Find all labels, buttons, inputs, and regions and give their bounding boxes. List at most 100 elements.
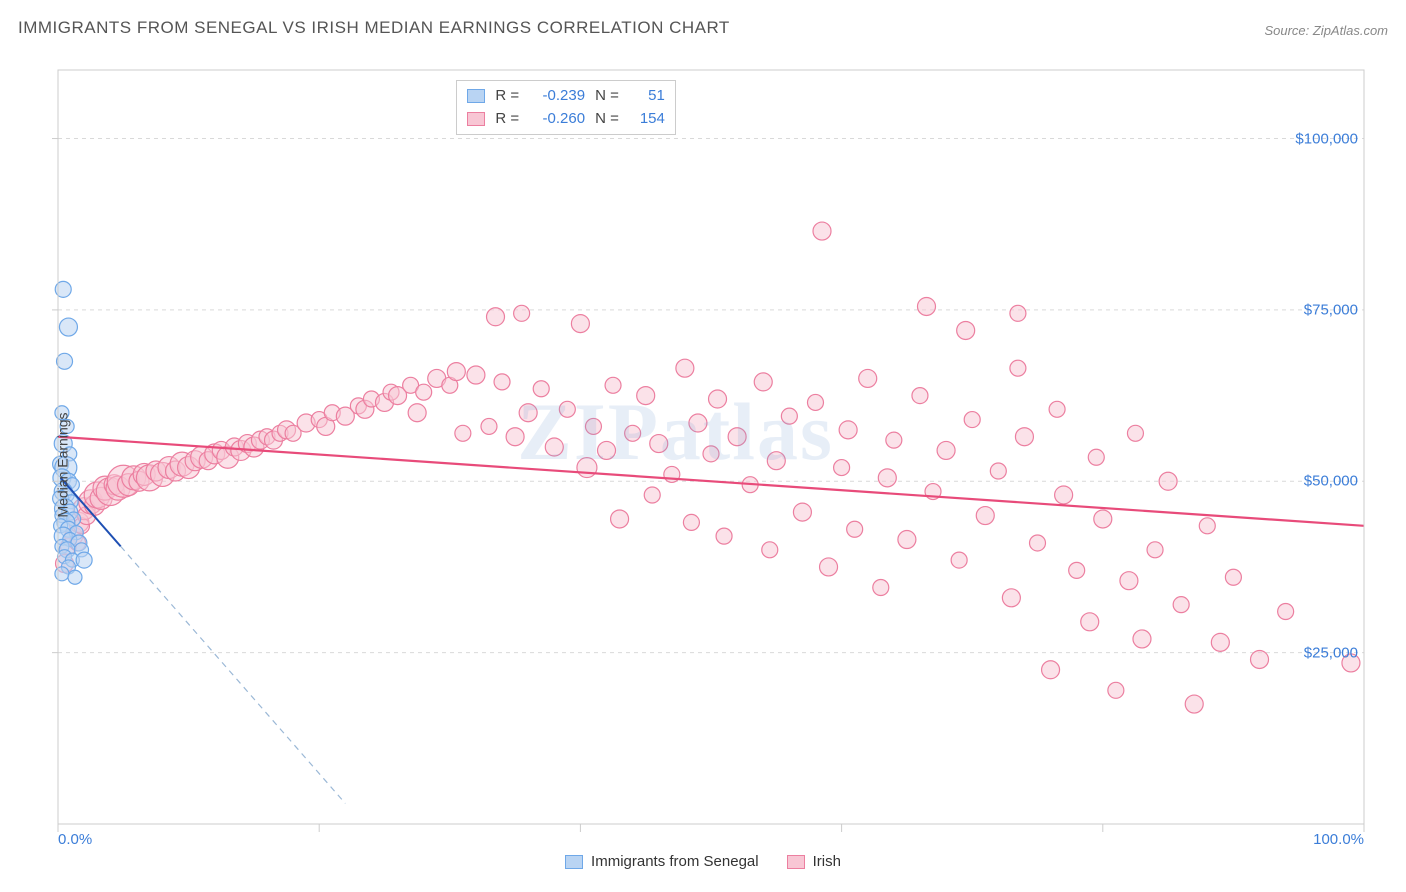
data-point xyxy=(577,458,597,478)
stats-swatch xyxy=(467,112,485,126)
y-axis-tick-label: $75,000 xyxy=(1304,301,1358,318)
data-point xyxy=(1010,360,1026,376)
data-point xyxy=(1015,428,1033,446)
data-point xyxy=(937,441,955,459)
data-point xyxy=(990,463,1006,479)
data-point xyxy=(1251,650,1269,668)
x-axis-tick-label: 100.0% xyxy=(1313,831,1364,848)
data-point xyxy=(728,428,746,446)
y-axis-tick-label: $100,000 xyxy=(1295,130,1358,147)
data-point xyxy=(481,418,497,434)
data-point xyxy=(957,321,975,339)
data-point xyxy=(1159,472,1177,490)
data-point xyxy=(917,297,935,315)
data-point xyxy=(1010,305,1026,321)
data-point xyxy=(1088,449,1104,465)
data-point xyxy=(767,452,785,470)
data-point xyxy=(689,414,707,432)
data-point xyxy=(637,387,655,405)
data-point xyxy=(709,390,727,408)
data-point xyxy=(1173,597,1189,613)
data-point xyxy=(611,510,629,528)
y-axis-tick-label: $25,000 xyxy=(1304,644,1358,661)
data-point xyxy=(676,359,694,377)
data-point xyxy=(1211,633,1229,651)
legend-bottom: Immigrants from Senegal Irish xyxy=(18,853,1388,870)
legend-label: Irish xyxy=(813,853,841,870)
data-point xyxy=(1049,401,1065,417)
data-point xyxy=(598,441,616,459)
data-point xyxy=(487,308,505,326)
data-point xyxy=(703,446,719,462)
data-point xyxy=(506,428,524,446)
data-point xyxy=(545,438,563,456)
data-point xyxy=(533,381,549,397)
stats-row: R =-0.239N =51 xyxy=(467,85,665,108)
data-point xyxy=(519,404,537,422)
y-axis-tick-label: $50,000 xyxy=(1304,473,1358,490)
data-point xyxy=(571,315,589,333)
data-point xyxy=(820,558,838,576)
data-point xyxy=(1030,535,1046,551)
stats-n-value: 154 xyxy=(629,108,665,131)
data-point xyxy=(644,487,660,503)
data-point xyxy=(683,514,699,530)
chart-header: IMMIGRANTS FROM SENEGAL VS IRISH MEDIAN … xyxy=(18,18,1388,38)
data-point xyxy=(1278,604,1294,620)
data-point xyxy=(605,377,621,393)
data-point xyxy=(55,567,69,581)
data-point xyxy=(813,222,831,240)
data-point xyxy=(976,507,994,525)
stats-r-label: R = xyxy=(495,85,519,108)
data-point xyxy=(408,404,426,422)
data-point xyxy=(447,363,465,381)
data-point xyxy=(951,552,967,568)
data-point xyxy=(1094,510,1112,528)
data-point xyxy=(762,542,778,558)
data-point xyxy=(625,425,641,441)
series-irish xyxy=(56,222,1360,713)
data-point xyxy=(416,384,432,400)
data-point xyxy=(650,435,668,453)
data-point xyxy=(1120,572,1138,590)
stats-r-value: -0.239 xyxy=(529,85,585,108)
legend-item: Immigrants from Senegal xyxy=(565,853,759,870)
data-point xyxy=(57,353,73,369)
stats-box: R = -0.239 N = 51R = -0.260 N = 154 xyxy=(456,80,676,135)
stats-n-value: 51 xyxy=(629,85,665,108)
data-point xyxy=(834,460,850,476)
stats-n-label: N = xyxy=(595,108,619,131)
data-point xyxy=(1147,542,1163,558)
data-point xyxy=(1081,613,1099,631)
data-point xyxy=(716,528,732,544)
chart-title: IMMIGRANTS FROM SENEGAL VS IRISH MEDIAN … xyxy=(18,18,730,38)
data-point xyxy=(1133,630,1151,648)
data-point xyxy=(76,552,92,568)
data-point xyxy=(898,531,916,549)
stats-row: R = -0.260 N = 154 xyxy=(467,108,665,131)
legend-swatch xyxy=(565,855,583,869)
data-point xyxy=(59,318,77,336)
data-point xyxy=(514,305,530,321)
chart-svg xyxy=(18,58,1388,872)
y-axis-label: Median Earnings xyxy=(55,412,71,517)
data-point xyxy=(1055,486,1073,504)
chart-source: Source: ZipAtlas.com xyxy=(1264,23,1388,38)
data-point xyxy=(847,521,863,537)
stats-r-value: -0.260 xyxy=(529,108,585,131)
data-point xyxy=(494,374,510,390)
data-point xyxy=(1108,682,1124,698)
data-point xyxy=(1042,661,1060,679)
data-point xyxy=(754,373,772,391)
data-point xyxy=(859,369,877,387)
data-point xyxy=(1069,562,1085,578)
legend-swatch xyxy=(787,855,805,869)
data-point xyxy=(878,469,896,487)
x-axis-tick-label: 0.0% xyxy=(58,831,92,848)
stats-r-label: R = xyxy=(495,108,519,131)
data-point xyxy=(781,408,797,424)
data-point xyxy=(68,570,82,584)
chart-plot-area: Median Earnings ZIPatlas$25,000$50,000$7… xyxy=(18,58,1388,872)
data-point xyxy=(467,366,485,384)
legend-label: Immigrants from Senegal xyxy=(591,853,759,870)
